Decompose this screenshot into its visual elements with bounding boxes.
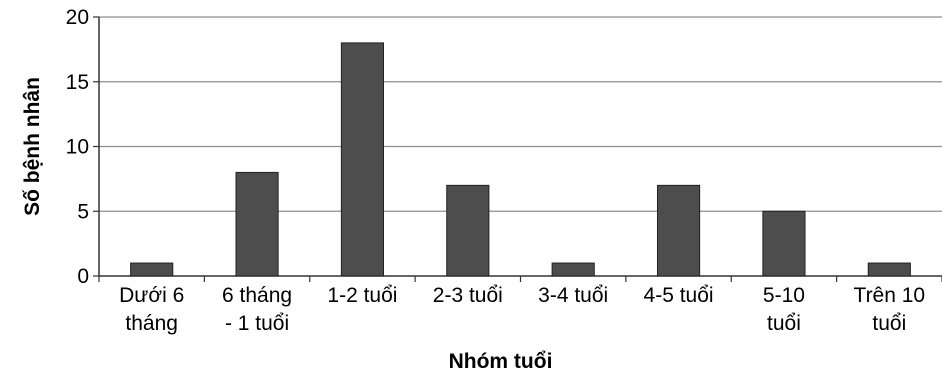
x-tick-label-7-line-0: Trên 10 [854, 284, 926, 307]
x-tick-label-0-line-1: tháng [125, 312, 178, 335]
x-tick-label-0-line-0: Dưới 6 [119, 284, 184, 307]
x-tick-label-7-line-1: tuổi [872, 312, 906, 335]
bar-7 [867, 262, 911, 277]
x-tick-label-1-line-1: - 1 tuổi [225, 312, 289, 335]
bar-3 [446, 184, 490, 277]
x-tick-label-1-line-0: 6 tháng [222, 284, 292, 307]
x-tick-label-6-line-1: tuổi [767, 312, 801, 335]
y-tick-label-5: 5 [77, 200, 89, 223]
bar-2 [340, 42, 385, 277]
x-tick-label-2: 1-2 tuổi [327, 284, 397, 307]
bar-6 [762, 210, 806, 277]
bar-5 [656, 184, 701, 277]
y-tick-label-0: 0 [77, 265, 89, 288]
y-tick-label-10: 10 [66, 136, 89, 159]
x-tick-label-4: 3-4 tuổi [538, 284, 608, 307]
x-axis-title: Nhóm tuổi [449, 350, 553, 373]
x-tick-label-5: 4-5 tuổi [644, 284, 714, 307]
y-axis-title: Số bệnh nhân [21, 77, 44, 216]
y-tick-label-15: 15 [66, 71, 89, 94]
y-tick-label-20: 20 [66, 6, 89, 29]
x-tick-label-6-line-0: 5-10 [763, 284, 805, 307]
x-tick-label-3: 2-3 tuổi [433, 284, 503, 307]
bar-0 [130, 262, 174, 277]
bar-4 [551, 262, 595, 277]
bar-1 [235, 171, 279, 277]
